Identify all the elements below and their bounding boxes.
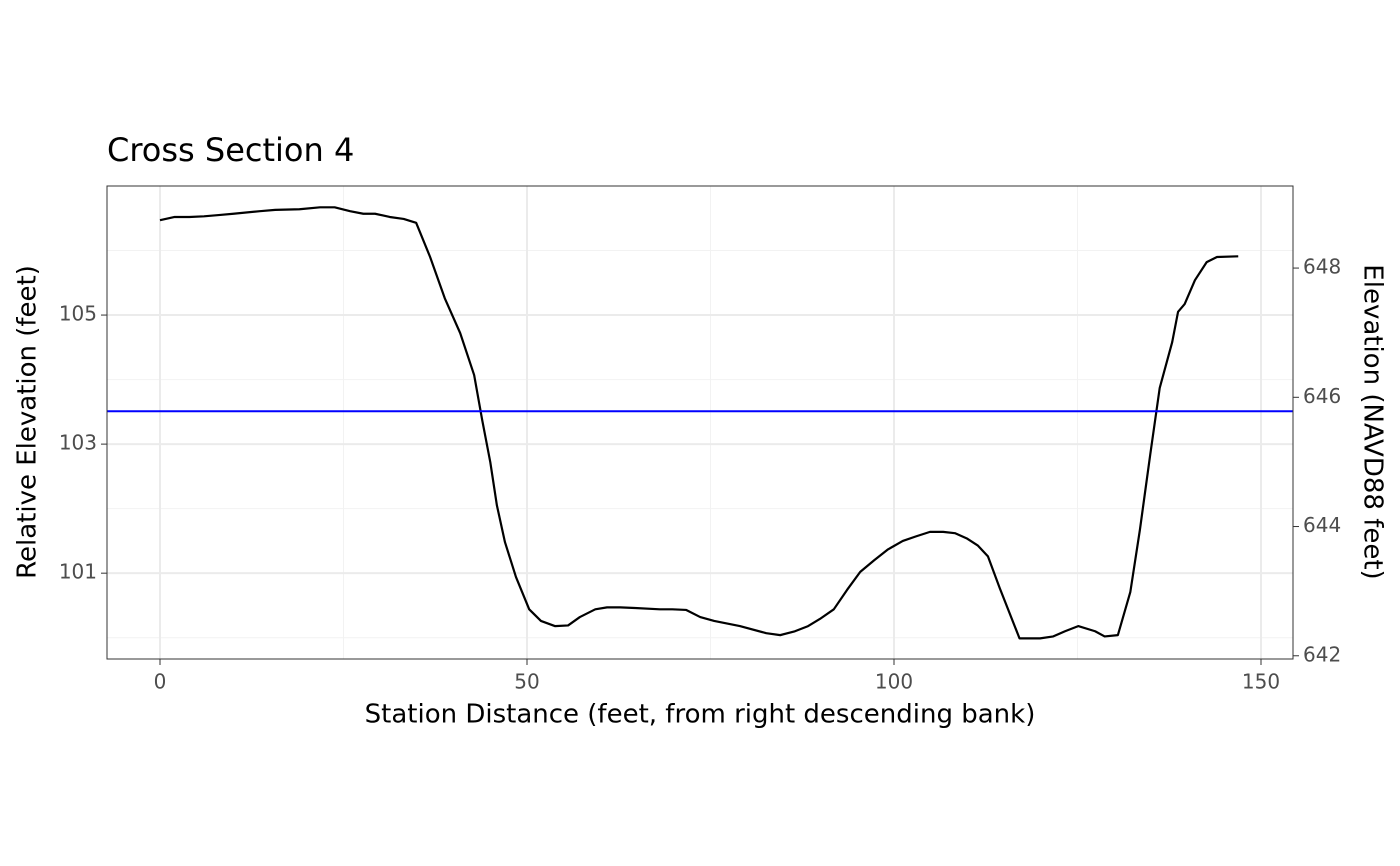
- chart-title: Cross Section 4: [107, 131, 354, 169]
- y-axis-title: Relative Elevation (feet): [13, 265, 43, 579]
- y2-axis-title: Elevation (NAVD88 feet): [1358, 264, 1388, 579]
- x-tick-label: 50: [514, 670, 539, 694]
- y-tick-label: 101: [59, 560, 97, 584]
- x-tick-label: 100: [875, 670, 913, 694]
- data-line: [159, 206, 1239, 640]
- y-tick-label: 105: [59, 302, 97, 326]
- y2-tick-label: 646: [1303, 384, 1341, 408]
- y2-tick-label: 648: [1303, 255, 1341, 279]
- y2-tick-label: 642: [1303, 642, 1341, 666]
- panel-border: [106, 185, 1294, 660]
- x-axis-title: Station Distance (feet, from right desce…: [365, 700, 1036, 730]
- y2-tick-label: 644: [1303, 513, 1341, 537]
- y-tick-label: 103: [59, 431, 97, 455]
- x-tick-label: 150: [1242, 670, 1280, 694]
- x-tick-label: 0: [154, 670, 167, 694]
